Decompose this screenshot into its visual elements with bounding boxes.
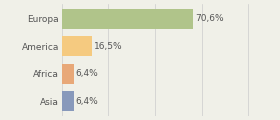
Text: 70,6%: 70,6% xyxy=(195,14,224,23)
Text: 16,5%: 16,5% xyxy=(94,42,123,51)
Bar xyxy=(62,9,193,29)
Bar xyxy=(62,64,74,84)
Text: 6,4%: 6,4% xyxy=(75,97,98,106)
Bar xyxy=(62,36,92,56)
Text: 6,4%: 6,4% xyxy=(75,69,98,78)
Bar xyxy=(62,91,74,111)
